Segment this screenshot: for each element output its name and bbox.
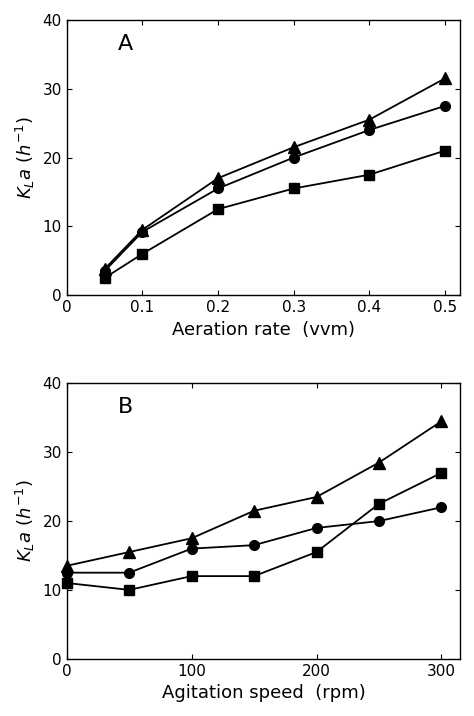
Text: A: A: [118, 34, 133, 54]
X-axis label: Aeration rate  (vvm): Aeration rate (vvm): [172, 321, 355, 339]
Y-axis label: $K_L a\ (h^{-1})$: $K_L a\ (h^{-1})$: [14, 116, 37, 199]
Y-axis label: $K_L a\ (h^{-1})$: $K_L a\ (h^{-1})$: [14, 480, 37, 562]
Text: B: B: [118, 397, 133, 417]
X-axis label: Agitation speed  (rpm): Agitation speed (rpm): [162, 684, 365, 702]
